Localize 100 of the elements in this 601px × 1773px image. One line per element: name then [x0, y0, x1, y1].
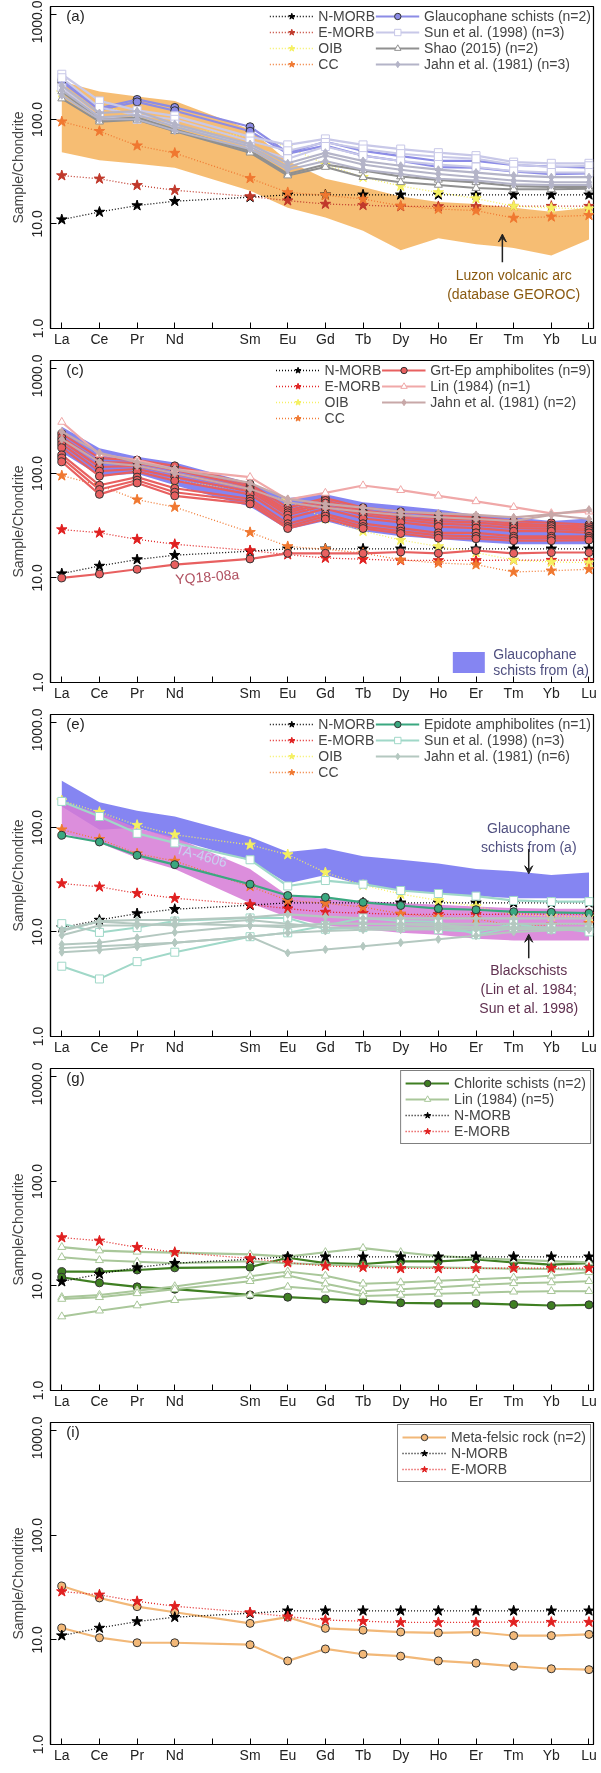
legend-label: Meta-felsic rock (n=2)	[451, 1429, 586, 1445]
x-tick-label: Lu	[581, 684, 597, 701]
legend-label: OIB	[324, 394, 349, 410]
x-tick-label: Tm	[503, 1746, 524, 1763]
x-tick-label: Ce	[90, 1392, 109, 1409]
x-tick-label: Ce	[90, 1746, 109, 1763]
legend-label: N-MORB	[451, 1445, 508, 1461]
y-tick-label: 1.0	[29, 1026, 46, 1047]
x-tick-label: Ce	[90, 684, 109, 701]
legend-label: E-MORB	[318, 732, 375, 748]
x-tick-label: La	[54, 1746, 70, 1763]
y-axis-title: Sample/Chondrite	[9, 111, 26, 224]
y-axis-title: Sample/Chondrite	[9, 1527, 26, 1640]
legend-label: N-MORB	[454, 1107, 511, 1123]
x-tick-label: Er	[469, 1038, 484, 1055]
x-tick-label: Dy	[392, 684, 410, 701]
x-tick-label: Yb	[542, 1746, 561, 1763]
x-tick-label: Sm	[239, 1746, 261, 1763]
x-tick-label: Eu	[279, 684, 297, 701]
x-tick-label: Tm	[503, 1392, 524, 1409]
y-tick-label: 100.0	[29, 1163, 46, 1199]
annotation: Glaucophane schists from (a)	[480, 819, 577, 856]
x-tick-label: Sm	[239, 330, 261, 347]
legend-label: Grt-Ep amphibolites (n=9)	[430, 362, 591, 378]
legend-label: CC	[324, 410, 345, 426]
x-tick-label: Tb	[354, 330, 372, 347]
y-tick-label: 100.0	[29, 1517, 46, 1553]
x-tick-label: Nd	[165, 1392, 184, 1409]
x-tick-label: Er	[469, 330, 484, 347]
x-tick-label: Dy	[392, 1746, 410, 1763]
x-tick-label: Yb	[542, 1392, 561, 1409]
y-tick-label: 1000.0	[29, 0, 46, 44]
y-tick-label: 1.0	[29, 1380, 46, 1401]
legend-label: Chlorite schists (n=2)	[454, 1075, 586, 1091]
x-tick-label: Gd	[316, 330, 335, 347]
x-tick-label: Tb	[354, 1392, 372, 1409]
legend-label: Glaucophane schists (n=2)	[424, 8, 591, 24]
y-axis-title: Sample/Chondrite	[9, 1173, 26, 1286]
x-tick-label: Gd	[316, 1746, 335, 1763]
legend-label: E-MORB	[454, 1123, 511, 1139]
y-tick-label: 10.0	[29, 918, 46, 946]
annotation: Luzon volcanic arc (database GEOROC)	[447, 266, 581, 302]
legend-label: E-MORB	[324, 378, 381, 394]
legend-label: Jahn et al. (1981) (n=2)	[430, 394, 577, 410]
x-tick-label: Sm	[239, 1392, 261, 1409]
x-tick-label: Gd	[316, 1392, 335, 1409]
x-tick-label: Yb	[542, 1038, 561, 1055]
y-axis-title: Sample/Chondrite	[9, 819, 26, 932]
x-tick-label: Dy	[392, 1038, 410, 1055]
x-tick-label: Dy	[392, 330, 410, 347]
x-tick-label: Dy	[392, 1392, 410, 1409]
legend-label: Epidote amphibolites (n=1)	[424, 716, 591, 732]
x-tick-label: Er	[469, 684, 484, 701]
chart-title: (i)	[66, 1423, 80, 1441]
x-tick-label: Ho	[429, 1746, 448, 1763]
x-tick-label: Pr	[130, 684, 145, 701]
x-tick-label: Nd	[165, 1746, 184, 1763]
y-tick-label: 100.0	[29, 455, 46, 491]
y-axis-title: Sample/Chondrite	[9, 465, 26, 578]
x-tick-label: Eu	[279, 330, 297, 347]
legend-label: CC	[318, 764, 339, 780]
y-tick-label: 1.0	[29, 672, 46, 693]
x-tick-label: Er	[469, 1392, 484, 1409]
legend-label: CC	[318, 56, 339, 72]
y-tick-label: 1.0	[29, 1734, 46, 1755]
x-tick-label: Nd	[165, 330, 184, 347]
y-tick-label: 1000.0	[29, 1416, 46, 1460]
legend-label: Jahn et al. (1981) (n=6)	[424, 748, 570, 764]
x-tick-label: Gd	[316, 1038, 335, 1055]
x-tick-label: Tb	[354, 684, 372, 701]
x-tick-label: Lu	[581, 1392, 597, 1409]
x-tick-label: Pr	[130, 1392, 145, 1409]
legend-label: Sun et al. (1998) (n=3)	[424, 24, 565, 40]
x-tick-label: Nd	[165, 1038, 184, 1055]
x-tick-label: Lu	[581, 1038, 597, 1055]
y-tick-label: 10.0	[29, 564, 46, 592]
y-tick-label: 10.0	[29, 210, 46, 238]
legend-label: Sun et al. (1998) (n=3)	[424, 732, 565, 748]
x-tick-label: Ho	[429, 684, 448, 701]
x-tick-label: Tm	[503, 1038, 524, 1055]
x-tick-label: Lu	[581, 330, 597, 347]
y-tick-label: 1000.0	[29, 1062, 46, 1106]
x-tick-label: La	[54, 684, 70, 701]
legend-label: Shao (2015) (n=2)	[424, 40, 539, 56]
y-tick-label: 1000.0	[29, 708, 46, 752]
annotation: TA-4606	[174, 840, 230, 871]
x-tick-label: La	[54, 1392, 70, 1409]
y-tick-label: 1.0	[29, 318, 46, 339]
y-tick-label: 100.0	[29, 101, 46, 137]
x-tick-label: Tb	[354, 1746, 372, 1763]
legend-label: E-MORB	[318, 24, 375, 40]
x-tick-label: Eu	[279, 1746, 297, 1763]
x-tick-label: Pr	[130, 1038, 145, 1055]
x-tick-label: Sm	[239, 684, 261, 701]
x-tick-label: Er	[469, 1746, 484, 1763]
chart-title: (e)	[66, 715, 85, 733]
x-tick-label: Ho	[429, 1392, 448, 1409]
chart-title: (g)	[66, 1069, 85, 1087]
x-tick-label: Yb	[542, 330, 561, 347]
legend-label: N-MORB	[324, 362, 382, 378]
